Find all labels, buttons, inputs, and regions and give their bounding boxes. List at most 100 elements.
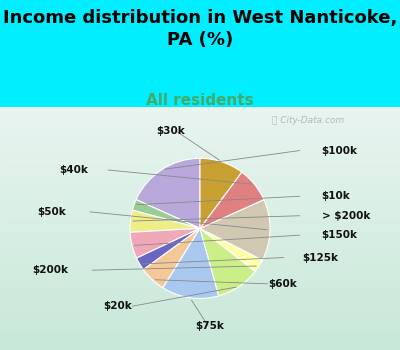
Text: $10k: $10k bbox=[322, 191, 350, 201]
Bar bbox=[0, 146, 400, 148]
Bar bbox=[0, 124, 400, 126]
Bar bbox=[0, 316, 400, 318]
Bar bbox=[0, 187, 400, 189]
Bar bbox=[0, 129, 400, 131]
Text: $75k: $75k bbox=[195, 321, 224, 331]
Bar bbox=[0, 238, 400, 240]
Bar bbox=[0, 206, 400, 209]
Bar bbox=[0, 296, 400, 299]
Bar bbox=[0, 199, 400, 202]
Bar bbox=[0, 184, 400, 187]
Bar bbox=[0, 348, 400, 350]
Wedge shape bbox=[130, 210, 200, 232]
Bar bbox=[0, 160, 400, 163]
Text: $200k: $200k bbox=[33, 265, 69, 275]
Wedge shape bbox=[200, 158, 242, 229]
Bar bbox=[0, 328, 400, 330]
Bar bbox=[0, 109, 400, 112]
Bar bbox=[0, 211, 400, 214]
Text: ⓘ City-Data.com: ⓘ City-Data.com bbox=[272, 117, 344, 126]
Bar bbox=[0, 240, 400, 243]
Wedge shape bbox=[200, 229, 262, 272]
Bar bbox=[0, 304, 400, 306]
Bar bbox=[0, 255, 400, 258]
Bar bbox=[0, 270, 400, 272]
Bar bbox=[0, 250, 400, 253]
Bar bbox=[0, 150, 400, 153]
Bar bbox=[0, 326, 400, 328]
Bar bbox=[0, 226, 400, 229]
Bar bbox=[0, 335, 400, 338]
Bar bbox=[0, 301, 400, 304]
Bar bbox=[0, 182, 400, 184]
Bar bbox=[0, 333, 400, 335]
Wedge shape bbox=[130, 229, 200, 258]
Bar bbox=[0, 265, 400, 267]
Bar bbox=[0, 345, 400, 348]
Wedge shape bbox=[200, 199, 270, 260]
Bar bbox=[0, 292, 400, 294]
Wedge shape bbox=[132, 199, 200, 229]
Bar bbox=[0, 314, 400, 316]
Wedge shape bbox=[136, 158, 200, 229]
Bar bbox=[0, 309, 400, 311]
Bar bbox=[0, 121, 400, 124]
Bar bbox=[0, 284, 400, 287]
Bar bbox=[0, 221, 400, 224]
Bar bbox=[0, 248, 400, 250]
Bar bbox=[0, 287, 400, 289]
Text: $150k: $150k bbox=[322, 230, 358, 240]
Bar bbox=[0, 114, 400, 117]
Text: $20k: $20k bbox=[103, 301, 132, 311]
Bar bbox=[0, 262, 400, 265]
Text: > $200k: > $200k bbox=[322, 211, 370, 221]
Bar bbox=[0, 180, 400, 182]
Bar bbox=[0, 202, 400, 204]
Bar bbox=[0, 340, 400, 343]
Bar bbox=[0, 258, 400, 260]
Bar bbox=[0, 112, 400, 114]
Bar bbox=[0, 173, 400, 175]
Bar bbox=[0, 338, 400, 340]
Bar bbox=[0, 155, 400, 158]
Bar bbox=[0, 138, 400, 141]
Bar bbox=[0, 306, 400, 309]
Bar bbox=[0, 219, 400, 221]
Bar bbox=[0, 197, 400, 199]
Wedge shape bbox=[163, 229, 219, 299]
Bar bbox=[0, 204, 400, 206]
Text: Income distribution in West Nanticoke,
PA (%): Income distribution in West Nanticoke, P… bbox=[3, 9, 397, 49]
Bar bbox=[0, 294, 400, 296]
Bar bbox=[0, 245, 400, 248]
Bar bbox=[0, 330, 400, 333]
Bar bbox=[0, 289, 400, 292]
Bar bbox=[0, 267, 400, 270]
Bar bbox=[0, 224, 400, 226]
Bar bbox=[0, 189, 400, 192]
Text: $30k: $30k bbox=[156, 126, 185, 136]
Bar bbox=[0, 141, 400, 143]
Text: $125k: $125k bbox=[302, 253, 338, 262]
Wedge shape bbox=[200, 229, 255, 296]
Bar bbox=[0, 192, 400, 194]
Bar bbox=[0, 299, 400, 301]
Bar bbox=[0, 321, 400, 323]
Bar bbox=[0, 126, 400, 129]
Bar bbox=[0, 148, 400, 150]
Bar bbox=[0, 216, 400, 219]
Bar bbox=[0, 136, 400, 138]
Bar bbox=[0, 170, 400, 173]
Bar bbox=[0, 158, 400, 160]
Wedge shape bbox=[143, 229, 200, 288]
Bar bbox=[0, 107, 400, 109]
Text: All residents: All residents bbox=[146, 93, 254, 108]
Bar bbox=[0, 163, 400, 165]
Bar bbox=[0, 253, 400, 255]
Text: $50k: $50k bbox=[37, 207, 66, 217]
Bar bbox=[0, 209, 400, 211]
Bar bbox=[0, 231, 400, 233]
Bar bbox=[0, 233, 400, 236]
Bar bbox=[0, 175, 400, 177]
Bar bbox=[0, 243, 400, 245]
Bar bbox=[0, 282, 400, 284]
